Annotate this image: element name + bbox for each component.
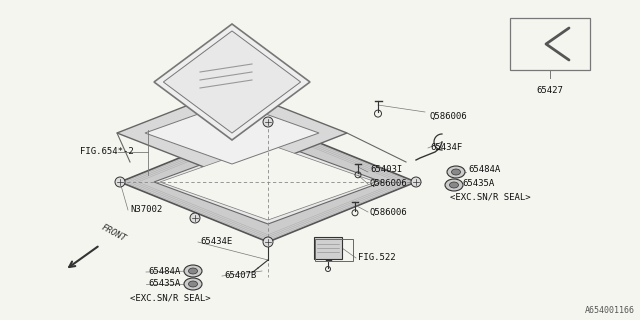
Ellipse shape (189, 281, 198, 287)
Polygon shape (163, 31, 301, 133)
Circle shape (411, 177, 421, 187)
Text: Q586006: Q586006 (370, 179, 408, 188)
Text: 65435A: 65435A (462, 179, 494, 188)
Text: 65434E: 65434E (200, 237, 232, 246)
Polygon shape (160, 144, 376, 220)
Bar (314, 237, 342, 259)
Ellipse shape (447, 166, 465, 178)
Ellipse shape (445, 179, 463, 191)
Ellipse shape (189, 268, 198, 274)
Text: 65407B: 65407B (224, 271, 256, 281)
Bar (315, 239, 353, 261)
Ellipse shape (451, 169, 461, 175)
Text: A654001166: A654001166 (585, 306, 635, 315)
Text: FRONT: FRONT (100, 222, 128, 243)
Text: FIG.654*-2: FIG.654*-2 (80, 148, 134, 156)
Text: 65484A: 65484A (468, 165, 500, 174)
Text: 65484A: 65484A (148, 267, 180, 276)
Ellipse shape (184, 265, 202, 277)
Text: Q586006: Q586006 (370, 207, 408, 217)
Text: <EXC.SN/R SEAL>: <EXC.SN/R SEAL> (130, 293, 211, 302)
Text: <EXC.SN/R SEAL>: <EXC.SN/R SEAL> (450, 193, 531, 202)
Polygon shape (154, 140, 382, 224)
Text: 65435A: 65435A (148, 279, 180, 289)
Text: 65434F: 65434F (430, 143, 462, 153)
Circle shape (115, 177, 125, 187)
Text: 65403I: 65403I (370, 165, 403, 174)
Circle shape (190, 213, 200, 223)
Polygon shape (154, 24, 310, 140)
Text: 65427: 65427 (536, 86, 563, 95)
Bar (510, 18, 590, 70)
Text: N37002: N37002 (130, 205, 163, 214)
Polygon shape (120, 122, 416, 242)
Circle shape (263, 117, 273, 127)
Polygon shape (117, 88, 347, 178)
Ellipse shape (449, 182, 458, 188)
Ellipse shape (184, 278, 202, 290)
Polygon shape (145, 102, 319, 164)
Text: FIG.522: FIG.522 (358, 253, 396, 262)
Text: Q586006: Q586006 (430, 111, 468, 121)
Circle shape (263, 237, 273, 247)
